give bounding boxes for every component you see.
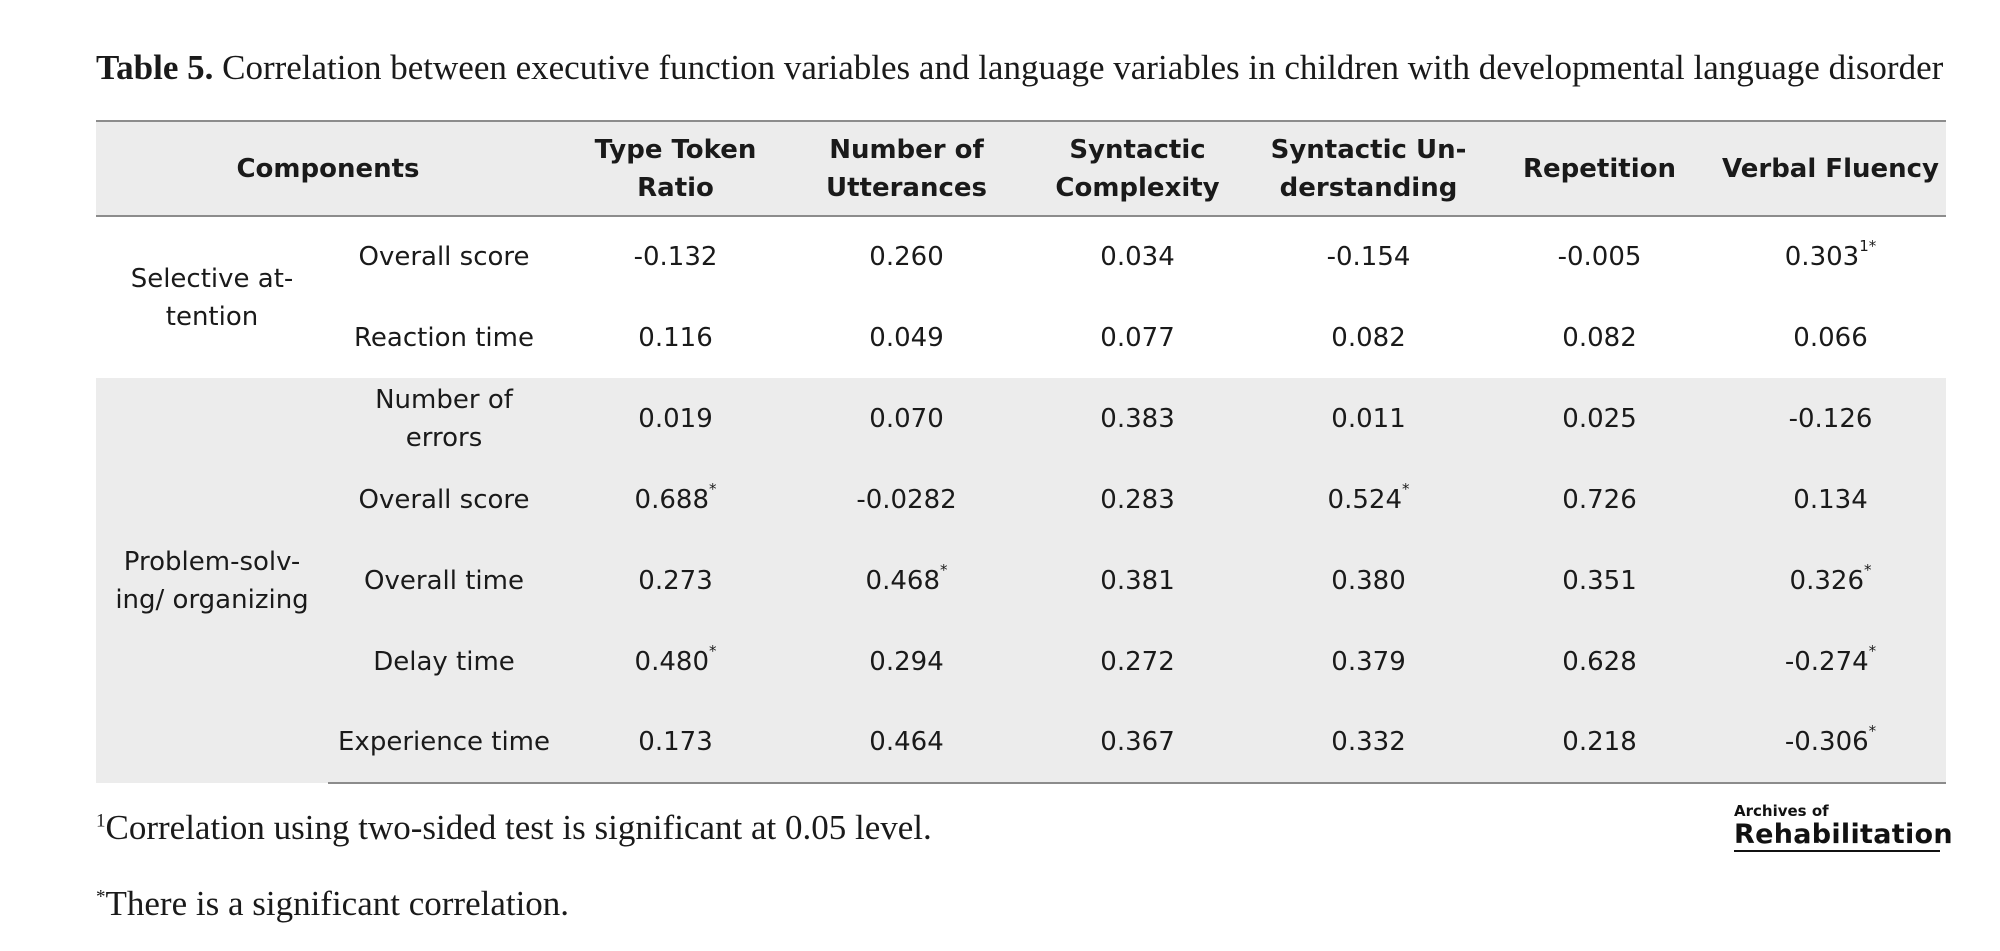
value-cell: 0.283 <box>1100 484 1175 515</box>
value-cell: 0.034 <box>1100 242 1175 272</box>
value-cell: 0.383 <box>1100 403 1175 434</box>
value-cell: -0.154 <box>1326 242 1411 272</box>
value-cell: 0.294 <box>869 646 944 677</box>
value-cell: 0.025 <box>1562 403 1637 434</box>
table-caption: Table 5. Correlation between executive f… <box>96 44 1996 92</box>
value-cell: 0.381 <box>1100 565 1175 596</box>
footnote-mark: * <box>96 886 106 908</box>
value-cell: 0.480* <box>634 641 717 677</box>
value-cell: 0.218 <box>1484 702 1716 784</box>
value-cell: 0.070 <box>869 403 944 434</box>
value-cell: 0.380 <box>1331 565 1406 596</box>
row-label: Delay time <box>373 646 515 677</box>
value-cell: -0.306* <box>1715 702 1947 784</box>
header-components: Components <box>96 120 561 217</box>
value-cell: 0.332 <box>1253 702 1485 784</box>
value-cell: 0.272 <box>1100 646 1175 677</box>
table-row: Overall score 0.688* -0.0282 0.283 0.524… <box>96 459 1946 540</box>
table-header: Components Type Token Ratio Number of Ut… <box>96 120 1947 217</box>
header-repetition: Repetition <box>1484 120 1716 217</box>
table-row: Selective at-tention Overall score -0.13… <box>96 216 1946 332</box>
table-caption-text: Correlation between executive function v… <box>213 48 1944 87</box>
table-row: Delay time 0.480* 0.294 0.272 0.379 0.62… <box>96 621 1946 702</box>
group-label: Selective at-tention <box>130 263 294 332</box>
value-cell: 0.688* <box>634 479 717 515</box>
footnote-text: Correlation using two-sided test is sign… <box>105 808 932 847</box>
table-row: Problem-solv-ing/ organizing Number of e… <box>96 378 1946 615</box>
value-cell: 0.082 <box>1562 322 1637 353</box>
value-cell: 0.379 <box>1331 646 1406 677</box>
table-row: Reaction time 0.116 0.049 0.077 0.082 0.… <box>96 297 1946 378</box>
value-cell: 0.351 <box>1562 565 1637 596</box>
row-label: Overall score <box>358 484 530 515</box>
value-cell: 0.468* <box>865 560 948 596</box>
value-cell: 0.134 <box>1793 484 1868 515</box>
value-cell: 0.049 <box>869 322 944 353</box>
logo-big-text: Rehabilitation <box>1734 819 1953 852</box>
group-label: Problem-solv-ing/ organizing <box>115 546 309 615</box>
header-verbal-fluency: Verbal Fluency <box>1715 120 1947 217</box>
journal-logo: Archives of Rehabilitation <box>1734 802 1953 852</box>
value-cell: 0.326* <box>1789 560 1872 596</box>
value-cell: 0.082 <box>1331 322 1406 353</box>
header-row: Components Type Token Ratio Number of Ut… <box>96 120 1947 217</box>
table-row: Experience time 0.173 0.464 0.367 0.332 … <box>96 702 1947 784</box>
value-cell: 0.260 <box>869 242 944 272</box>
value-cell: 0.628 <box>1562 646 1637 677</box>
correlation-table: Components Type Token Ratio Number of Ut… <box>96 120 1947 784</box>
header-syntactic-complexity: Syntactic Complexity <box>1022 120 1254 217</box>
row-label: Reaction time <box>354 322 534 353</box>
logo-small-text: Archives of <box>1734 802 1829 820</box>
row-label: Number of errors <box>375 384 513 453</box>
footnote-significance: 1Correlation using two-sided test is sig… <box>96 806 932 850</box>
section-selective-attention: Selective at-tention Overall score -0.13… <box>96 216 1947 378</box>
value-cell: -0.126 <box>1788 403 1873 434</box>
value-cell: 0.011 <box>1331 403 1406 434</box>
value-cell: 0.524* <box>1327 479 1410 515</box>
value-cell: 0.116 <box>638 322 713 353</box>
footnote-mark: 1 <box>96 810 106 832</box>
value-cell: 0.173 <box>560 702 792 784</box>
value-cell: -0.132 <box>633 242 718 272</box>
value-cell: 0.066 <box>1793 322 1868 353</box>
row-label: Overall time <box>364 565 524 596</box>
value-cell: 0.273 <box>638 565 713 596</box>
value-cell: 0.367 <box>1022 702 1254 784</box>
header-syntactic-understanding: Syntactic Un-derstanding <box>1253 120 1485 217</box>
footnote-asterisk: *There is a significant correlation. <box>96 882 569 926</box>
row-label: Experience time <box>328 702 561 784</box>
footnote-text: There is a significant correlation. <box>105 884 570 923</box>
table-caption-label: Table 5. <box>96 48 214 87</box>
value-cell: 0.464 <box>791 702 1023 784</box>
value-cell: -0.274* <box>1784 641 1877 677</box>
section-problem-solving: Problem-solv-ing/ organizing Number of e… <box>96 378 1947 784</box>
value-cell: 0.726 <box>1562 484 1637 515</box>
value-cell: 0.077 <box>1100 322 1175 353</box>
value-cell: 0.3031* <box>1784 237 1877 272</box>
value-cell: 0.019 <box>638 403 713 434</box>
header-number-of-utterances: Number of Utterances <box>791 120 1023 217</box>
value-cell: -0.0282 <box>856 484 957 515</box>
value-cell: -0.005 <box>1557 242 1642 272</box>
row-label: Overall score <box>358 242 530 272</box>
table-row: Overall time 0.273 0.468* 0.381 0.380 0.… <box>96 540 1946 621</box>
header-type-token-ratio: Type Token Ratio <box>560 120 792 217</box>
